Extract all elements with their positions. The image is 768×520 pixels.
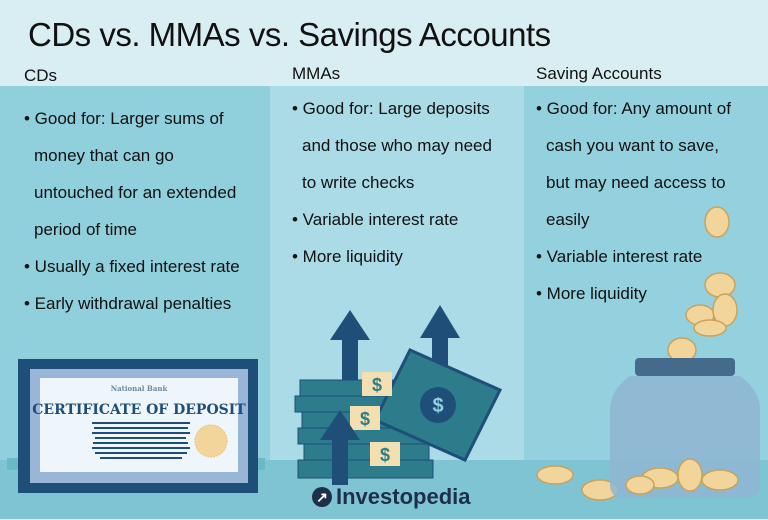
bullet-line: • Variable interest rate xyxy=(292,210,459,229)
page-title: CDs vs. MMAs vs. Savings Accounts xyxy=(28,16,551,53)
dollar-sign: $ xyxy=(372,375,382,395)
arrow-up-icon xyxy=(420,305,460,380)
savings-bullets: • Good for: Any amount of cash you want … xyxy=(536,90,731,312)
bullet-line: to write checks xyxy=(302,173,415,192)
column-heading-savings: Saving Accounts xyxy=(536,64,662,83)
bullet-line: • Early withdrawal penalties xyxy=(24,294,232,313)
certificate-title: CERTIFICATE OF DEPOSIT xyxy=(32,402,246,418)
bullet-line: • More liquidity xyxy=(536,284,647,303)
bullet-line: • Good for: Large deposits xyxy=(292,99,490,118)
bullet-line: • Variable interest rate xyxy=(536,247,703,266)
investopedia-logo: ↗ Investopedia xyxy=(312,484,470,510)
logo-text: Investopedia xyxy=(336,484,471,509)
dollar-sign: $ xyxy=(360,409,370,429)
cds-bullets: • Good for: Larger sums of money that ca… xyxy=(24,100,240,322)
seal-icon xyxy=(194,424,228,458)
header: CDs vs. MMAs vs. Savings Accounts xyxy=(0,0,768,86)
bullet-line: easily xyxy=(546,210,590,229)
bullet-line: • Good for: Larger sums of xyxy=(24,109,224,128)
bullet-line: • Usually a fixed interest rate xyxy=(24,257,240,276)
bullet-line: • Good for: Any amount of xyxy=(536,99,731,118)
bullet-line: but may need access to xyxy=(546,173,726,192)
mmas-bullets: • Good for: Large deposits and those who… xyxy=(292,90,492,275)
certificate-bank: National Bank xyxy=(111,384,168,393)
arrow-up-icon xyxy=(320,410,360,485)
money-stack-illustration: $ $ $ $ xyxy=(294,305,503,485)
coin-icons xyxy=(536,206,738,501)
logo-mark-icon: ↗ xyxy=(312,487,332,507)
coin-jar-illustration xyxy=(536,206,760,501)
dollar-sign: $ xyxy=(380,445,390,465)
bullet-line: • More liquidity xyxy=(292,247,403,266)
column-heading-mmas: MMAs xyxy=(292,64,341,83)
bullet-line: money that can go xyxy=(34,146,174,165)
bullet-line: and those who may need xyxy=(302,136,492,155)
svg-text:$: $ xyxy=(432,395,443,417)
column-heading-cds: CDs xyxy=(24,66,58,85)
certificate-illustration: National Bank CERTIFICATE OF DEPOSIT xyxy=(7,359,265,493)
certificate-text-lines xyxy=(92,422,190,459)
bullet-line: cash you want to save, xyxy=(546,136,719,155)
bullet-line: untouched for an extended xyxy=(34,183,237,202)
arrow-up-icon xyxy=(330,310,370,380)
bullet-line: period of time xyxy=(34,220,137,239)
